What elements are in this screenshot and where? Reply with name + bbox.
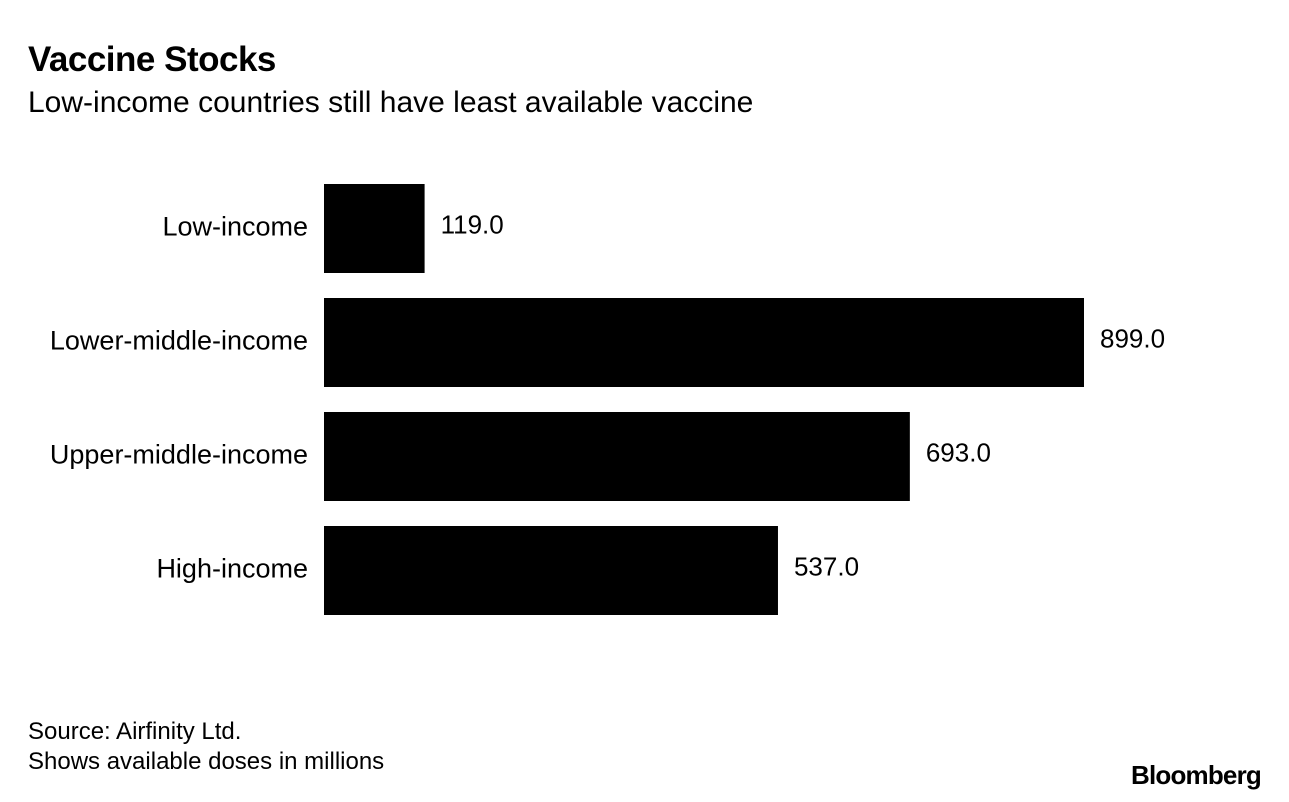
value-label-upper-middle-income: 693.0 [926, 437, 991, 467]
chart-subtitle: Low-income countries still have least av… [28, 86, 754, 119]
value-label-lower-middle-income: 899.0 [1100, 323, 1165, 353]
value-label-low-income: 119.0 [441, 209, 504, 239]
bar-low-income [324, 184, 425, 273]
bar-high-income [324, 526, 778, 615]
category-label-high-income: High-income [156, 554, 308, 584]
chart-title: Vaccine Stocks [28, 40, 276, 79]
category-label-low-income: Low-income [162, 212, 308, 242]
bar-upper-middle-income [324, 412, 910, 501]
category-label-upper-middle-income: Upper-middle-income [50, 440, 308, 470]
units-note: Shows available doses in millions [28, 748, 385, 775]
bloomberg-logo: Bloomberg [1130, 760, 1262, 790]
source-note: Source: Airfinity Ltd. [28, 718, 242, 745]
bar-lower-middle-income [324, 298, 1084, 387]
value-label-high-income: 537.0 [794, 551, 859, 581]
category-label-lower-middle-income: Lower-middle-income [50, 326, 308, 356]
